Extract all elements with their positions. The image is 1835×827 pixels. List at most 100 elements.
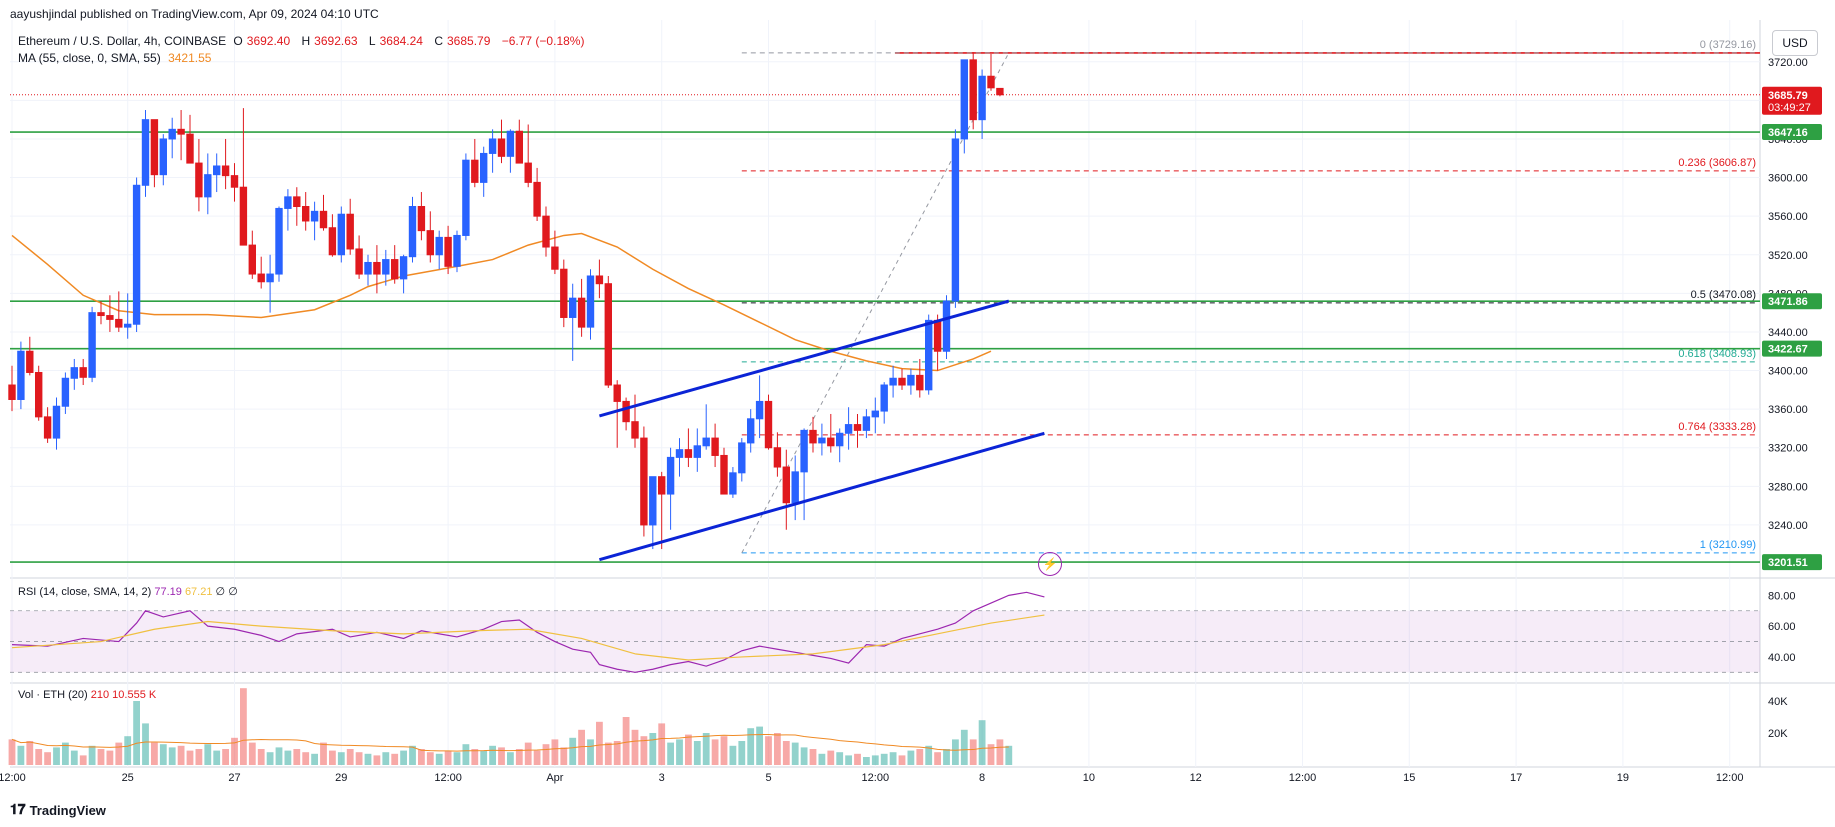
volume-bar bbox=[622, 717, 630, 765]
candle-body bbox=[898, 377, 906, 386]
volume-tick-label: 40K bbox=[1768, 696, 1788, 708]
price-tick-label: 3320.00 bbox=[1768, 443, 1808, 455]
volume-bar bbox=[133, 701, 140, 765]
volume-tick-label: 20K bbox=[1768, 728, 1788, 740]
close-label: C bbox=[434, 34, 443, 48]
volume-bar bbox=[480, 750, 488, 765]
candle-body bbox=[889, 377, 897, 386]
volume-bar bbox=[355, 752, 363, 765]
rsi-sma-line bbox=[11, 614, 1045, 661]
candle-body bbox=[978, 75, 986, 121]
price-tick-label: 3240.00 bbox=[1768, 520, 1808, 532]
candle-body bbox=[61, 377, 70, 407]
candle-body bbox=[417, 206, 426, 232]
fib-level-label: 0 (3729.16) bbox=[1700, 39, 1756, 51]
close-number: 3685.79 bbox=[447, 34, 491, 48]
volume-bar bbox=[489, 745, 496, 765]
fib-level-label: 0.236 (3606.87) bbox=[1678, 157, 1756, 169]
volume-bar bbox=[667, 742, 674, 765]
volume-bar bbox=[248, 742, 256, 765]
volume-bar bbox=[498, 747, 505, 765]
candle-body bbox=[168, 128, 176, 140]
volume-bar bbox=[765, 736, 772, 765]
high-value: H 3692.63 bbox=[302, 34, 362, 48]
price-tick-label: 3560.00 bbox=[1768, 211, 1808, 223]
volume-bar bbox=[507, 752, 514, 765]
candle-body bbox=[711, 437, 719, 456]
lightning-icon[interactable]: ⚡ bbox=[1038, 552, 1062, 576]
candle-body bbox=[916, 374, 924, 391]
tv-mark-icon: 𝟏𝟕 bbox=[10, 802, 26, 818]
volume-bar bbox=[791, 742, 799, 765]
ma-value: 3421.55 bbox=[168, 51, 212, 65]
candle-body bbox=[221, 165, 230, 177]
volume-bar bbox=[978, 720, 986, 765]
volume-bar bbox=[151, 742, 158, 765]
price-tick-label: 3720.00 bbox=[1768, 57, 1808, 69]
volume-bar bbox=[257, 749, 265, 765]
volume-bar bbox=[453, 752, 461, 765]
candle-body bbox=[213, 165, 221, 176]
candle-body bbox=[382, 259, 390, 275]
candle-body bbox=[907, 374, 915, 386]
volume-bar bbox=[952, 739, 959, 765]
volume-bar bbox=[444, 750, 452, 765]
candle-body bbox=[328, 227, 337, 256]
close-value: C 3685.79 bbox=[434, 34, 494, 48]
candle-body bbox=[809, 429, 817, 444]
volume-bar bbox=[800, 747, 808, 765]
volume-bar bbox=[471, 749, 479, 765]
volume-bar bbox=[845, 755, 852, 765]
candle-body bbox=[435, 236, 443, 256]
symbol-title: Ethereum / U.S. Dollar, 4h, COINBASE bbox=[18, 34, 227, 48]
volume-bar bbox=[871, 755, 879, 765]
time-tick-label: 19 bbox=[1617, 772, 1629, 784]
price-tick-label: 3440.00 bbox=[1768, 327, 1808, 339]
volume-bar bbox=[551, 739, 559, 765]
channel-lower-line bbox=[598, 431, 1045, 562]
volume-bar bbox=[702, 733, 710, 765]
candle-body bbox=[293, 196, 301, 208]
candle-body bbox=[319, 210, 328, 229]
candle-body bbox=[230, 175, 239, 188]
candle-body bbox=[996, 87, 1004, 96]
volume-bar bbox=[284, 750, 292, 765]
volume-bar bbox=[969, 739, 977, 765]
volume-bar bbox=[364, 753, 372, 765]
candle-body bbox=[8, 384, 16, 400]
support-price-tag-bg bbox=[1762, 554, 1822, 571]
candle-body bbox=[408, 206, 417, 258]
volume-bar bbox=[596, 721, 603, 765]
candle-body bbox=[239, 186, 248, 246]
price-tick-label: 3600.00 bbox=[1768, 173, 1808, 185]
candle-body bbox=[17, 350, 25, 400]
time-tick-label: Apr bbox=[546, 772, 563, 784]
candle-body bbox=[337, 213, 346, 256]
volume-bar bbox=[809, 749, 817, 765]
rsi-label: RSI (14, close, SMA, 14, 2) bbox=[18, 586, 152, 598]
rsi-tick-label: 80.00 bbox=[1768, 590, 1796, 602]
volume-bar bbox=[996, 739, 1004, 765]
tradingview-logo[interactable]: 𝟏𝟕 TradingView bbox=[10, 802, 106, 818]
candle-body bbox=[506, 130, 515, 157]
brand-name: TradingView bbox=[29, 802, 106, 818]
currency-button[interactable]: USD bbox=[1772, 30, 1818, 56]
candle-body bbox=[702, 437, 710, 447]
candle-body bbox=[159, 138, 168, 176]
candle-body bbox=[542, 215, 550, 248]
candle-body bbox=[595, 275, 604, 285]
volume-bar bbox=[195, 749, 203, 765]
volume-bar bbox=[524, 742, 532, 765]
candle-body bbox=[738, 442, 746, 474]
candle-body bbox=[248, 244, 257, 275]
candle-body bbox=[88, 312, 96, 378]
price-tick-label: 3280.00 bbox=[1768, 481, 1808, 493]
support-price-tag-bg bbox=[1762, 340, 1822, 357]
candle-body bbox=[560, 268, 568, 318]
time-tick-label: 15 bbox=[1403, 772, 1415, 784]
volume-bar bbox=[560, 747, 568, 765]
volume-bar bbox=[720, 736, 728, 765]
rsi-tick-label: 40.00 bbox=[1768, 652, 1796, 664]
volume-bar bbox=[142, 723, 149, 765]
